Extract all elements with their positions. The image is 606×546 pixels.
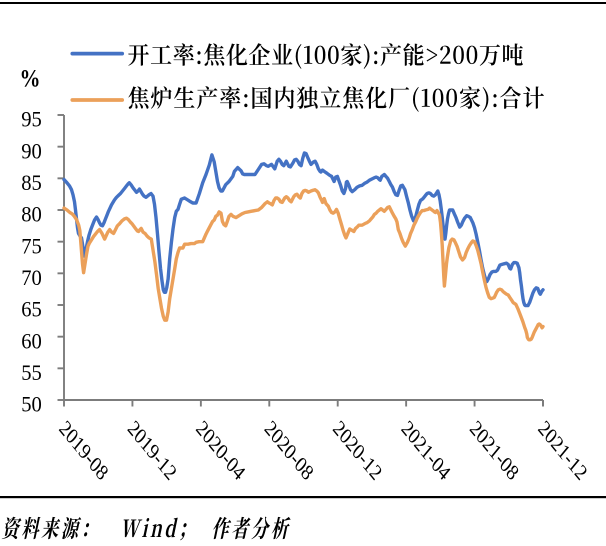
svg-text:95: 95 — [21, 107, 42, 132]
svg-text:85: 85 — [21, 170, 42, 195]
svg-text:70: 70 — [21, 265, 42, 290]
svg-text:90: 90 — [21, 139, 42, 164]
svg-text:80: 80 — [21, 202, 42, 227]
svg-text:65: 65 — [21, 297, 42, 322]
svg-text:60: 60 — [21, 329, 42, 354]
svg-text:%: % — [20, 64, 41, 92]
svg-text:55: 55 — [21, 360, 42, 385]
svg-text:50: 50 — [21, 392, 42, 417]
svg-text:75: 75 — [21, 234, 42, 259]
